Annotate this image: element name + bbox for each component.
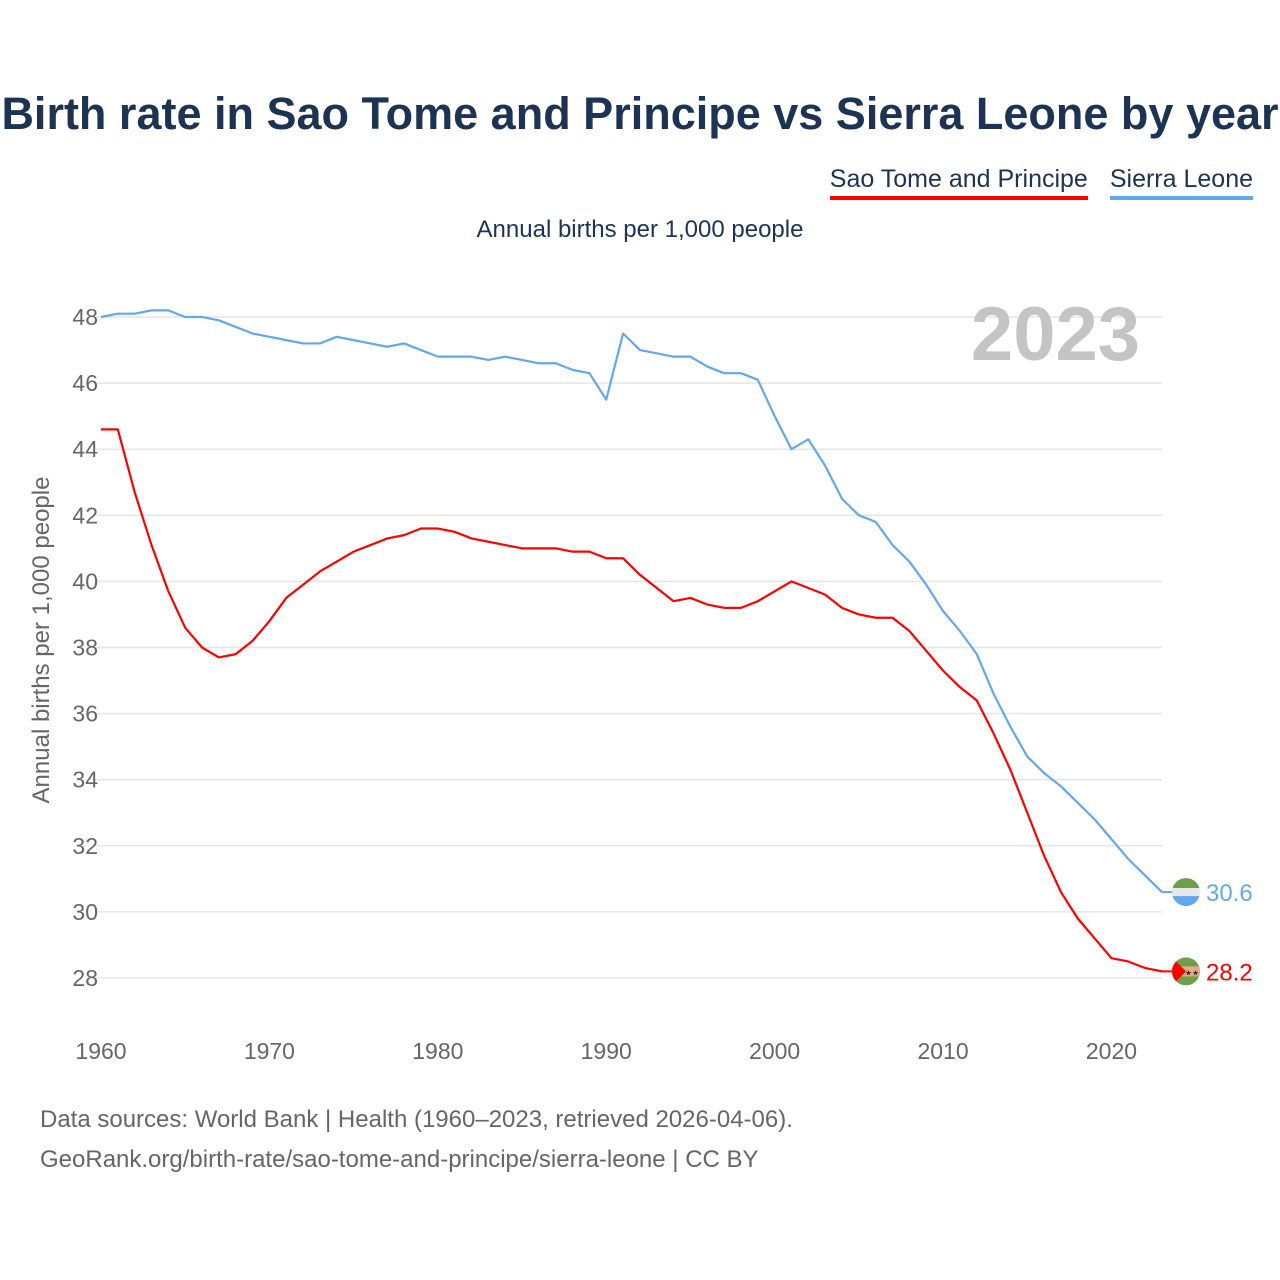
- x-tick-label: 1960: [75, 1038, 126, 1064]
- y-tick-label: 30: [72, 899, 98, 925]
- y-tick-label: 28: [72, 965, 98, 991]
- y-tick-label: 48: [72, 304, 98, 330]
- y-tick-label: 44: [72, 436, 98, 462]
- sao-tome-flag-icon: ★★: [1172, 957, 1200, 986]
- legend-item-sao-tome[interactable]: Sao Tome and Principe: [829, 165, 1088, 200]
- end-value-label: 30.6: [1206, 880, 1253, 907]
- end-value-label: 28.2: [1206, 959, 1253, 986]
- x-tick-label: 1990: [581, 1038, 632, 1064]
- y-tick-label: 40: [72, 568, 98, 594]
- x-tick-label: 2000: [749, 1038, 800, 1064]
- series-line-sierra-leone: [100, 309, 1163, 893]
- series-line-sao-tome: [101, 428, 1163, 973]
- y-tick-label: 32: [72, 833, 98, 859]
- legend: Sao Tome and Principe Sierra Leone: [829, 165, 1253, 200]
- x-tick-label: 2010: [917, 1038, 968, 1064]
- x-tick-label: 2020: [1086, 1038, 1137, 1064]
- x-tick-label: 1970: [244, 1038, 295, 1064]
- x-tick-label: 1980: [412, 1038, 463, 1064]
- legend-item-sierra-leone[interactable]: Sierra Leone: [1109, 165, 1253, 200]
- y-tick-label: 34: [72, 767, 98, 793]
- footer-source: Data sources: World Bank | Health (1960–…: [40, 1106, 793, 1133]
- y-tick-label: 42: [72, 502, 98, 528]
- year-watermark: 2023: [971, 292, 1140, 377]
- sierra-leone-flag-icon: [1172, 878, 1200, 907]
- chart-subtitle: Annual births per 1,000 people: [476, 216, 804, 243]
- y-tick-label: 46: [72, 370, 98, 396]
- svg-text:★★: ★★: [1185, 968, 1199, 977]
- y-tick-label: 38: [72, 635, 98, 661]
- footer-link[interactable]: GeoRank.org/birth-rate/sao-tome-and-prin…: [40, 1146, 759, 1173]
- chart-title: Birth rate in Sao Tome and Principe vs S…: [1, 88, 1279, 139]
- y-tick-label: 36: [72, 701, 98, 727]
